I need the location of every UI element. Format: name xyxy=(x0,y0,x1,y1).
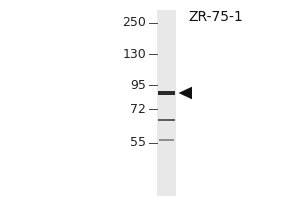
Bar xyxy=(158,119,175,121)
Text: ZR-75-1: ZR-75-1 xyxy=(189,10,243,24)
Text: 55: 55 xyxy=(130,136,146,149)
Text: 250: 250 xyxy=(122,17,146,29)
Bar xyxy=(158,91,175,95)
Text: 130: 130 xyxy=(122,47,146,60)
Bar xyxy=(159,139,174,141)
Polygon shape xyxy=(178,87,192,99)
Text: 72: 72 xyxy=(130,103,146,116)
Bar xyxy=(157,10,176,196)
Text: 95: 95 xyxy=(130,79,146,92)
